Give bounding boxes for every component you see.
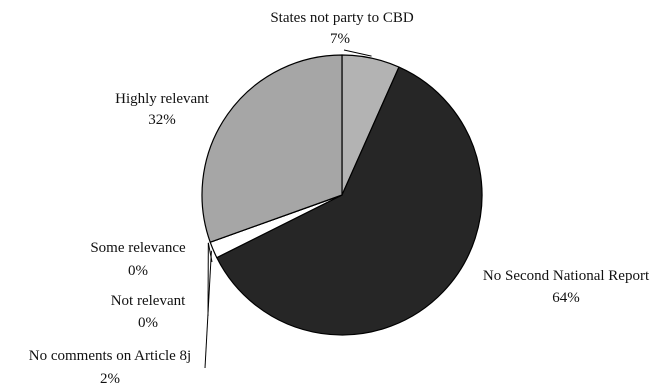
leader-no-comments-8j	[204, 250, 212, 369]
value-some-relevance: 0%	[128, 263, 148, 279]
slice-no-second-report	[216, 66, 483, 336]
value-no-second-report: 64%	[552, 290, 580, 306]
pie-slices	[201, 54, 483, 336]
leader-states-not-party	[343, 49, 372, 57]
label-some-relevance: Some relevance	[90, 240, 186, 256]
label-states-not-party: States not party to CBD	[270, 10, 413, 26]
slice-highly-relevant	[201, 54, 343, 243]
value-states-not-party: 7%	[330, 31, 350, 47]
value-no-comments-8j: 2%	[100, 371, 120, 387]
value-not-relevant: 0%	[138, 315, 158, 331]
label-highly-relevant: Highly relevant	[115, 91, 210, 107]
leader-lines	[204, 49, 372, 369]
label-no-second-report: No Second National Report	[483, 268, 650, 284]
label-no-comments-8j: No comments on Article 8j	[29, 348, 191, 364]
value-highly-relevant: 32%	[148, 112, 176, 128]
label-not-relevant: Not relevant	[111, 293, 186, 309]
